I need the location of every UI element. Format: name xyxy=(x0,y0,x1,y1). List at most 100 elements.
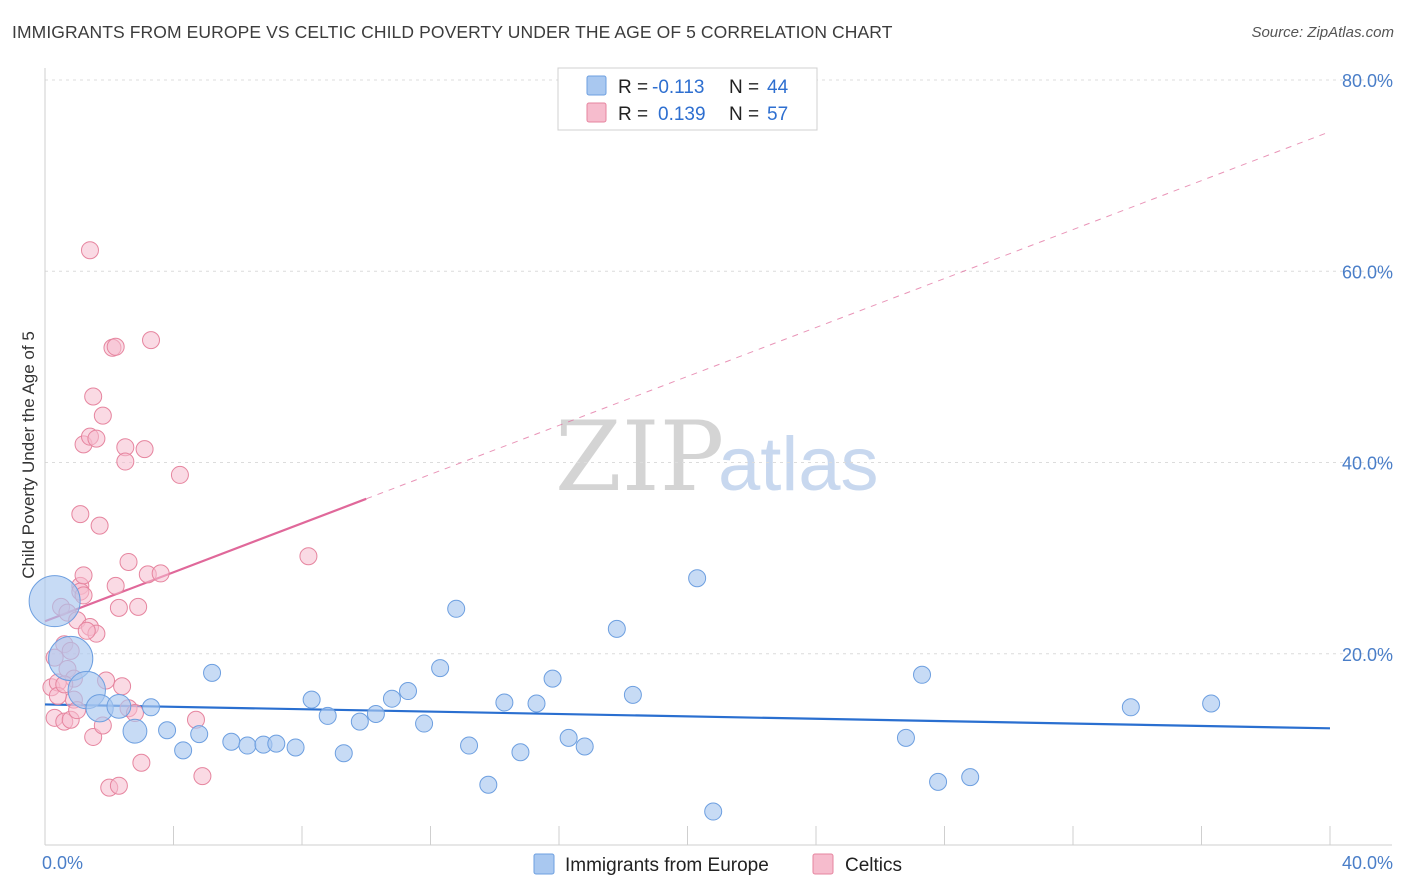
immigrants-point-10 xyxy=(203,663,222,682)
source-label: Source: ZipAtlas.com xyxy=(1251,24,1394,41)
y-tick-label-3: 80.0% xyxy=(1342,71,1393,91)
immigrants-point-5 xyxy=(122,718,148,744)
bottom-legend-swatch-pink xyxy=(812,853,834,875)
celtics-point-41 xyxy=(129,597,148,616)
celtics-point-26 xyxy=(90,516,109,535)
trend-line-celtics-extension xyxy=(366,131,1331,500)
legend-r-label-2: R = xyxy=(618,104,648,125)
immigrants-point-15 xyxy=(286,738,305,757)
immigrants-europe-points xyxy=(28,569,1221,821)
celtics-point-32 xyxy=(106,337,125,356)
celtics-point-34 xyxy=(109,598,128,617)
legend-r-value-1: -0.113 xyxy=(652,77,704,98)
legend-swatch-blue xyxy=(586,75,607,96)
celtics-point-51 xyxy=(77,621,96,640)
celtics-points xyxy=(42,241,318,797)
immigrants-point-12 xyxy=(238,736,257,755)
trend-lines xyxy=(44,131,1331,730)
y-tick-label-0: 20.0% xyxy=(1342,645,1393,665)
celtics-point-55 xyxy=(80,241,99,260)
celtics-point-36 xyxy=(113,677,132,696)
immigrants-point-28 xyxy=(495,693,514,712)
y-tick-label-2: 60.0% xyxy=(1342,262,1393,282)
immigrants-point-7 xyxy=(158,721,177,740)
immigrants-point-38 xyxy=(896,728,915,747)
immigrants-point-30 xyxy=(527,694,546,713)
immigrants-point-22 xyxy=(399,682,418,701)
immigrants-point-14 xyxy=(267,734,286,753)
celtics-point-39 xyxy=(119,552,138,571)
immigrants-point-18 xyxy=(334,744,353,763)
legend-swatch-pink xyxy=(586,102,607,123)
bottom-legend-label-2: Celtics xyxy=(845,855,902,876)
celtics-point-43 xyxy=(135,440,154,459)
celtics-point-22 xyxy=(84,727,103,746)
immigrants-point-8 xyxy=(174,741,193,760)
immigrants-point-34 xyxy=(607,619,626,638)
celtics-point-23 xyxy=(84,387,103,406)
celtics-point-49 xyxy=(193,767,212,786)
immigrants-point-35 xyxy=(623,685,642,704)
celtics-point-33 xyxy=(106,576,125,595)
immigrants-point-16 xyxy=(302,690,321,709)
immigrants-point-42 xyxy=(1121,698,1140,717)
immigrants-point-26 xyxy=(460,736,479,755)
immigrants-point-37 xyxy=(704,802,723,821)
immigrants-point-36 xyxy=(688,569,707,588)
celtics-point-45 xyxy=(142,331,161,350)
immigrants-point-33 xyxy=(575,737,594,756)
trend-line-celtics xyxy=(44,497,367,623)
celtics-point-24 xyxy=(87,429,106,448)
immigrants-point-40 xyxy=(929,772,948,791)
y-axis-label: Child Poverty Under the Age of 5 xyxy=(19,331,38,579)
immigrants-point-4 xyxy=(106,693,132,719)
watermark-zip: ZIP xyxy=(555,401,724,513)
immigrants-point-6 xyxy=(142,698,161,717)
immigrants-point-21 xyxy=(382,689,401,708)
celtics-point-50 xyxy=(299,547,318,566)
immigrants-point-24 xyxy=(431,659,450,678)
immigrants-point-0 xyxy=(28,575,81,628)
celtics-point-35 xyxy=(109,776,128,795)
immigrants-point-31 xyxy=(543,669,562,688)
immigrants-point-20 xyxy=(366,704,385,723)
legend-n-label-2: N = xyxy=(729,104,759,125)
watermark-atlas: atlas xyxy=(718,422,879,507)
celtics-point-16 xyxy=(74,566,93,585)
chart-title: IMMIGRANTS FROM EUROPE VS CELTIC CHILD P… xyxy=(12,22,893,42)
immigrants-point-11 xyxy=(222,732,241,751)
legend-r-label-1: R = xyxy=(618,77,648,98)
immigrants-point-32 xyxy=(559,728,578,747)
legend-n-value-2: 57 xyxy=(767,104,788,125)
axes xyxy=(44,68,1392,846)
legend-n-value-1: 44 xyxy=(767,77,789,98)
bottom-legend-label-1: Immigrants from Europe xyxy=(565,855,769,876)
immigrants-point-41 xyxy=(961,768,980,787)
trend-line-immigrants xyxy=(44,703,1331,730)
correlation-legend: R = -0.113 N = 44 R = 0.139 N = 57 xyxy=(557,67,818,131)
celtics-point-46 xyxy=(151,564,170,583)
legend-n-label-1: N = xyxy=(729,77,759,98)
immigrants-point-29 xyxy=(511,743,530,762)
celtics-point-47 xyxy=(170,465,189,484)
bottom-legend-swatch-blue xyxy=(533,853,555,875)
immigrants-point-25 xyxy=(447,599,466,618)
celtics-point-27 xyxy=(93,406,112,425)
x-tick-label-1: 40.0% xyxy=(1342,853,1393,873)
bottom-legend: Immigrants from Europe Celtics xyxy=(533,853,902,876)
celtics-point-38 xyxy=(116,452,135,471)
immigrants-point-17 xyxy=(318,706,337,725)
celtics-point-42 xyxy=(132,753,151,772)
tick-labels: 20.0% 40.0% 60.0% 80.0% 0.0% 40.0% xyxy=(42,71,1393,873)
celtics-point-18 xyxy=(71,505,90,524)
x-tick-label-0: 0.0% xyxy=(42,853,83,873)
grid-lines xyxy=(45,79,1392,655)
immigrants-point-43 xyxy=(1202,694,1221,713)
immigrants-point-9 xyxy=(190,725,209,744)
y-tick-label-1: 40.0% xyxy=(1342,454,1393,474)
immigrants-point-19 xyxy=(350,712,369,731)
immigrants-point-27 xyxy=(479,775,498,794)
immigrants-point-23 xyxy=(415,714,434,733)
immigrants-point-39 xyxy=(913,665,932,684)
